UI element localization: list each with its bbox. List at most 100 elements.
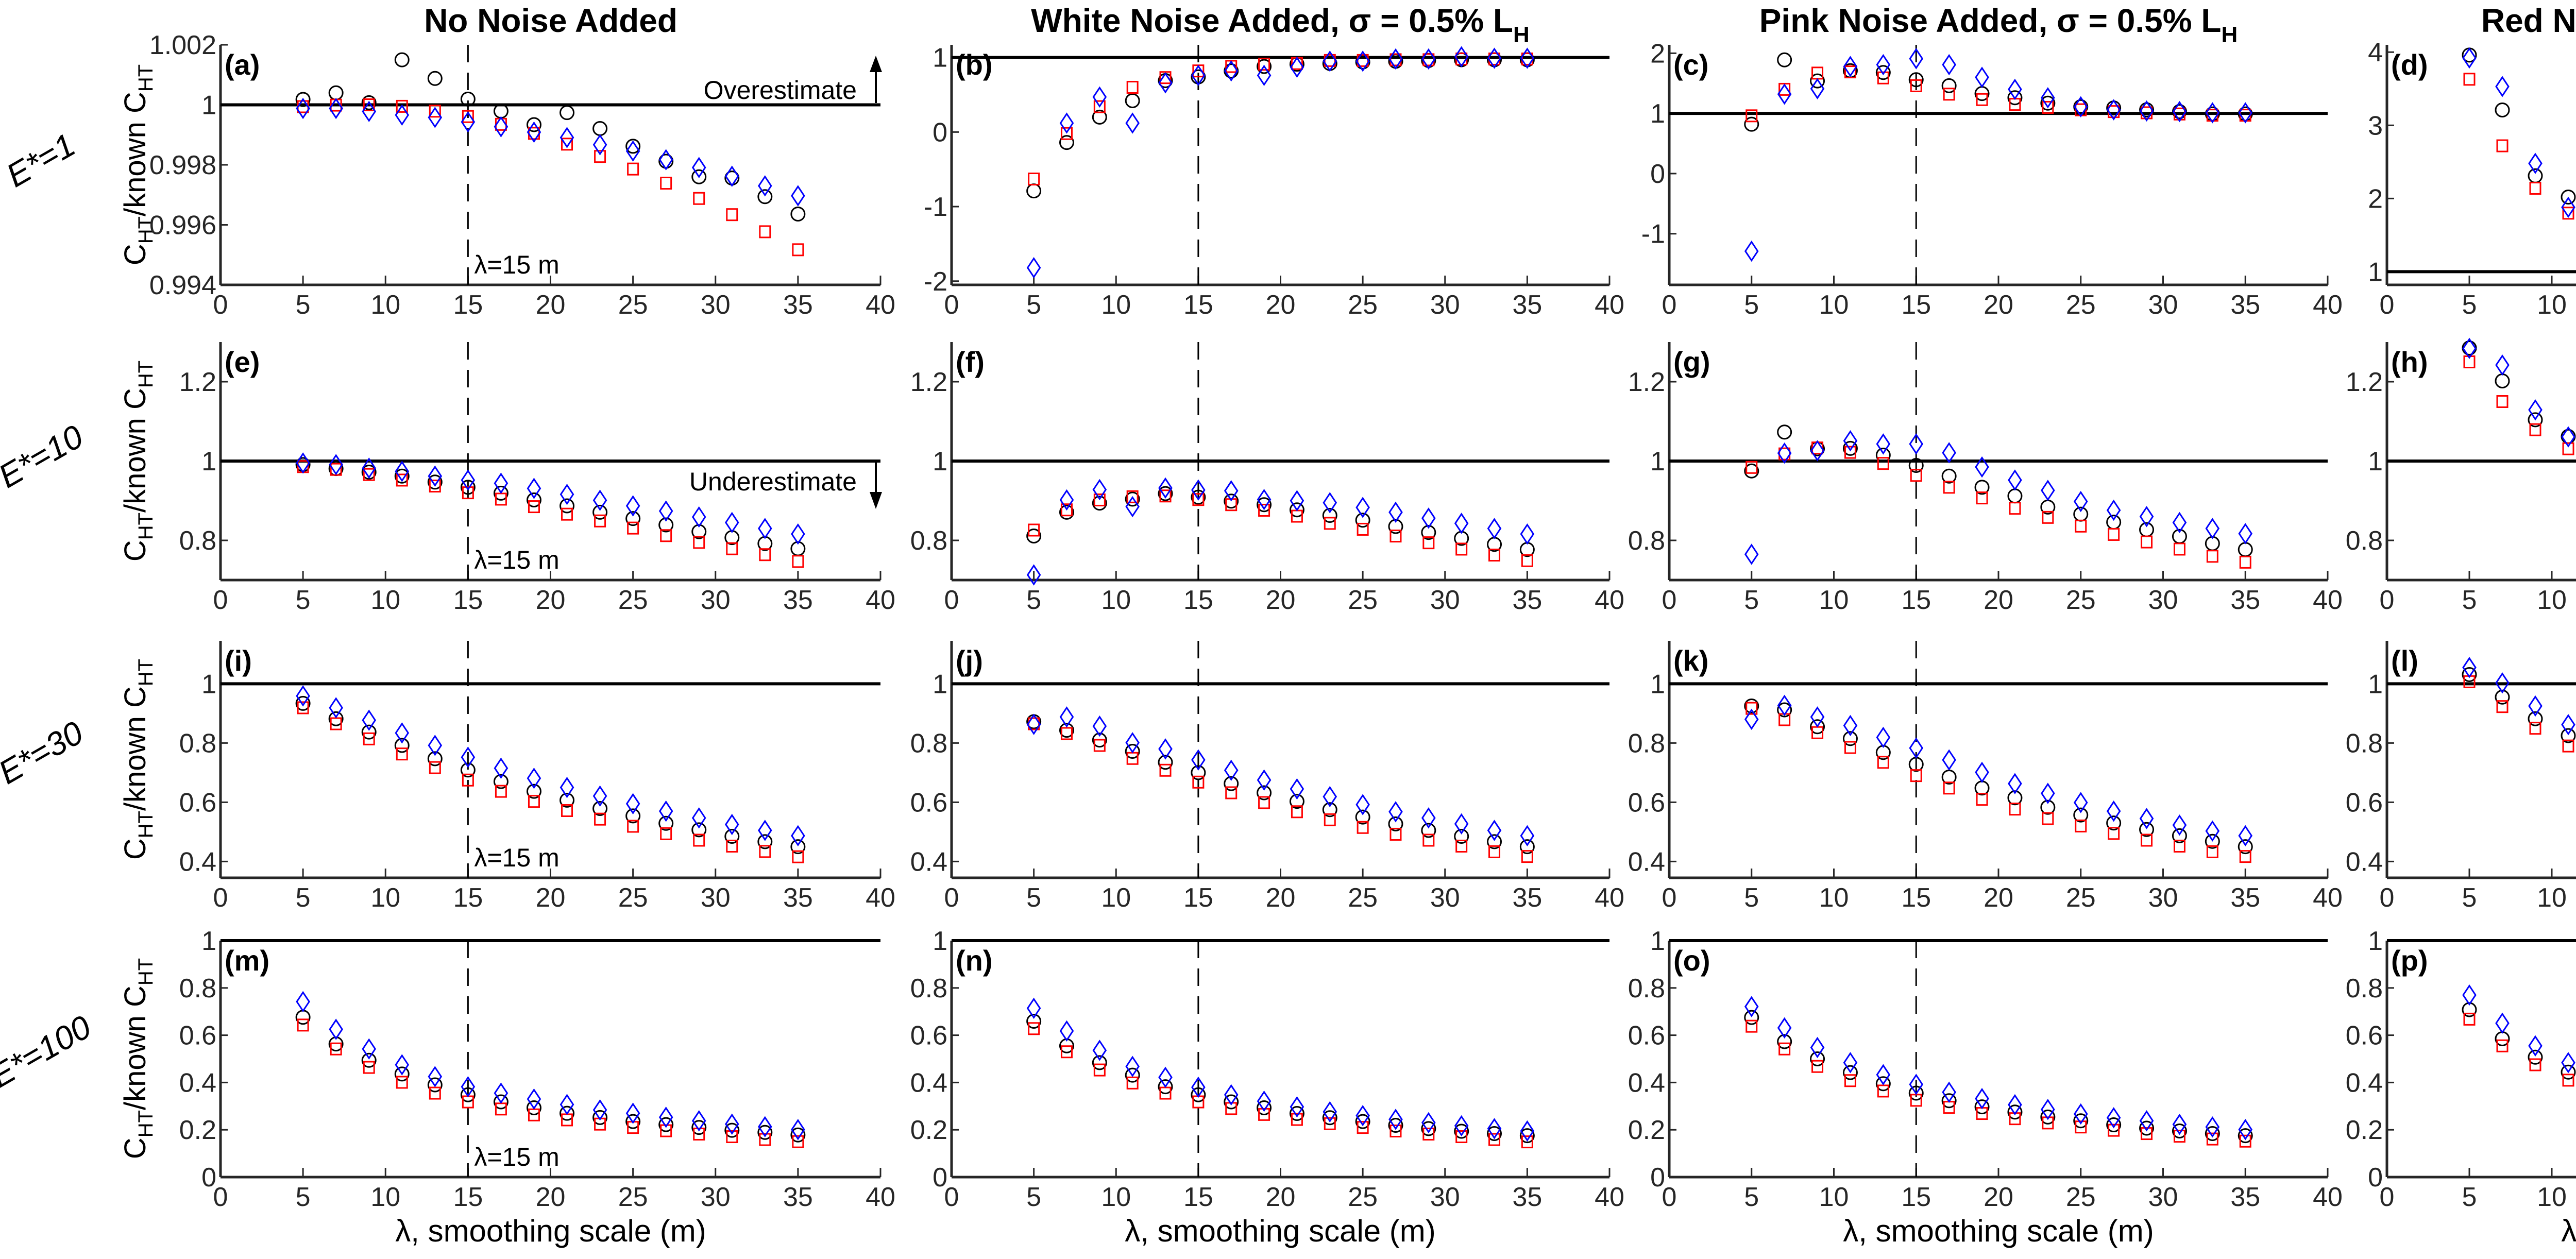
data-point-pft	[1125, 496, 1140, 518]
data-point-l07	[790, 839, 806, 855]
data-point-l07	[658, 517, 674, 533]
data-point-pft	[1487, 47, 1502, 69]
x-tick-label: 0	[2380, 883, 2395, 913]
data-point-l07	[427, 1077, 443, 1093]
data-point-l07	[526, 784, 541, 799]
y-tick-label: 0.8	[910, 526, 947, 556]
data-point-tc98	[1844, 1074, 1856, 1087]
panels: 0 5 10 15 20 25 30 35 400.9940.9960.99811.002(a)…	[149, 30, 2576, 1212]
data-point-tc98	[594, 812, 606, 826]
data-point-pft	[1777, 1017, 1792, 1039]
series-square-tc98	[1745, 441, 2251, 569]
data-point-pft	[1191, 1076, 1206, 1098]
data-point-tc98	[1844, 741, 1856, 754]
data-point-pft	[758, 820, 772, 841]
data-point-pft	[2008, 469, 2022, 491]
data-point-pft	[2528, 399, 2543, 421]
x-tick-label: 0	[213, 883, 228, 913]
data-point-l07	[757, 834, 773, 849]
data-point-l07	[1454, 1124, 1469, 1139]
y-tick-label: 0.8	[1628, 974, 1665, 1003]
data-point-l07	[1388, 519, 1403, 534]
data-point-l07	[1744, 463, 1759, 479]
data-point-tc98	[627, 162, 639, 176]
data-point-l07	[1191, 489, 1206, 505]
x-tick-label: 0	[1662, 883, 1677, 913]
data-point-l07	[560, 498, 575, 514]
data-point-tc98	[759, 845, 771, 858]
data-point-pft	[1876, 726, 1891, 748]
x-tick-label: 15	[1901, 1182, 1931, 1212]
y-tick-label: 0.2	[910, 1115, 947, 1145]
data-point-pft	[2106, 1107, 2121, 1129]
data-point-pft	[1224, 480, 1239, 502]
data-point-l07	[2528, 1049, 2543, 1065]
data-point-l07	[560, 792, 575, 808]
data-point-pft	[758, 175, 772, 197]
data-point-tc98	[2463, 1012, 2476, 1026]
data-point-pft	[2172, 512, 2187, 534]
data-point-l07	[1454, 829, 1469, 844]
data-point-pft	[2238, 523, 2253, 545]
data-point-tc98	[2141, 1127, 2153, 1141]
data-point-pft	[1421, 507, 1436, 529]
data-point-pft	[2561, 196, 2575, 218]
data-point-tc98	[2173, 542, 2185, 556]
x-tick-label: 10	[1819, 585, 1849, 615]
data-point-tc98	[1811, 1060, 1824, 1073]
data-point-pft	[428, 735, 443, 756]
y-tick-label: -2	[924, 267, 947, 297]
data-point-pft	[1388, 501, 1403, 523]
x-tick-label: 30	[701, 883, 731, 913]
panel-g: 0 5 10 15 20 25 30 35 40 0.8 1 1.2 (g)	[1628, 342, 2343, 615]
data-point-tc98	[627, 820, 639, 833]
x-tick-label: 5	[1026, 585, 1041, 615]
data-point-l07	[2040, 95, 2056, 111]
data-point-tc98	[1291, 805, 1303, 819]
x-tick-label: 35	[2230, 585, 2260, 615]
data-point-pft	[1777, 442, 1792, 464]
data-point-pft	[1744, 240, 1759, 262]
data-point-pft	[1355, 497, 1370, 518]
data-point-l07	[1355, 809, 1370, 825]
data-point-tc98	[2075, 1120, 2087, 1134]
data-point-tc98	[792, 1135, 804, 1148]
data-point-pft	[1520, 1120, 1535, 1142]
data-point-l07	[1092, 733, 1107, 748]
data-point-tc98	[1455, 542, 1468, 556]
data-point-tc98	[792, 555, 804, 568]
panel-label: (p)	[2391, 944, 2428, 977]
data-point-l07	[1810, 719, 1825, 735]
x-tick-label: 0	[944, 585, 959, 615]
series-circle-l07	[1026, 486, 1535, 557]
data-point-tc98	[1159, 763, 1172, 777]
x-tick-label: 25	[2066, 883, 2096, 913]
data-point-tc98	[1910, 769, 1922, 782]
data-point-l07	[361, 95, 377, 110]
x-tick-label: 25	[1348, 1182, 1378, 1212]
data-point-pft	[2462, 47, 2477, 69]
data-point-tc98	[1028, 523, 1040, 537]
y-tick-label: 1	[201, 447, 216, 477]
x-tick-label: 5	[2462, 1182, 2477, 1212]
data-point-pft	[329, 97, 343, 120]
data-point-pft	[296, 685, 310, 707]
data-point-l07	[328, 711, 344, 726]
data-point-tc98	[1877, 756, 1889, 769]
y-tick-label: 0.2	[1628, 1115, 1665, 1145]
data-point-tc98	[2108, 827, 2120, 840]
y-tick-label: 2	[1650, 39, 1665, 69]
data-point-tc98	[2075, 819, 2087, 832]
y-tick-label: 0	[201, 1163, 216, 1193]
x-axis-label-col3: λ, smoothing scale (m)	[1843, 1214, 2154, 1248]
data-point-pft	[1487, 518, 1502, 539]
panel-label: (j)	[956, 644, 983, 677]
data-point-pft	[1909, 48, 1924, 70]
x-tick-label: 25	[618, 585, 648, 615]
data-point-pft	[1026, 713, 1041, 735]
data-point-l07	[1191, 765, 1206, 780]
data-point-tc98	[1488, 845, 1501, 858]
data-point-pft	[1909, 1074, 1924, 1095]
